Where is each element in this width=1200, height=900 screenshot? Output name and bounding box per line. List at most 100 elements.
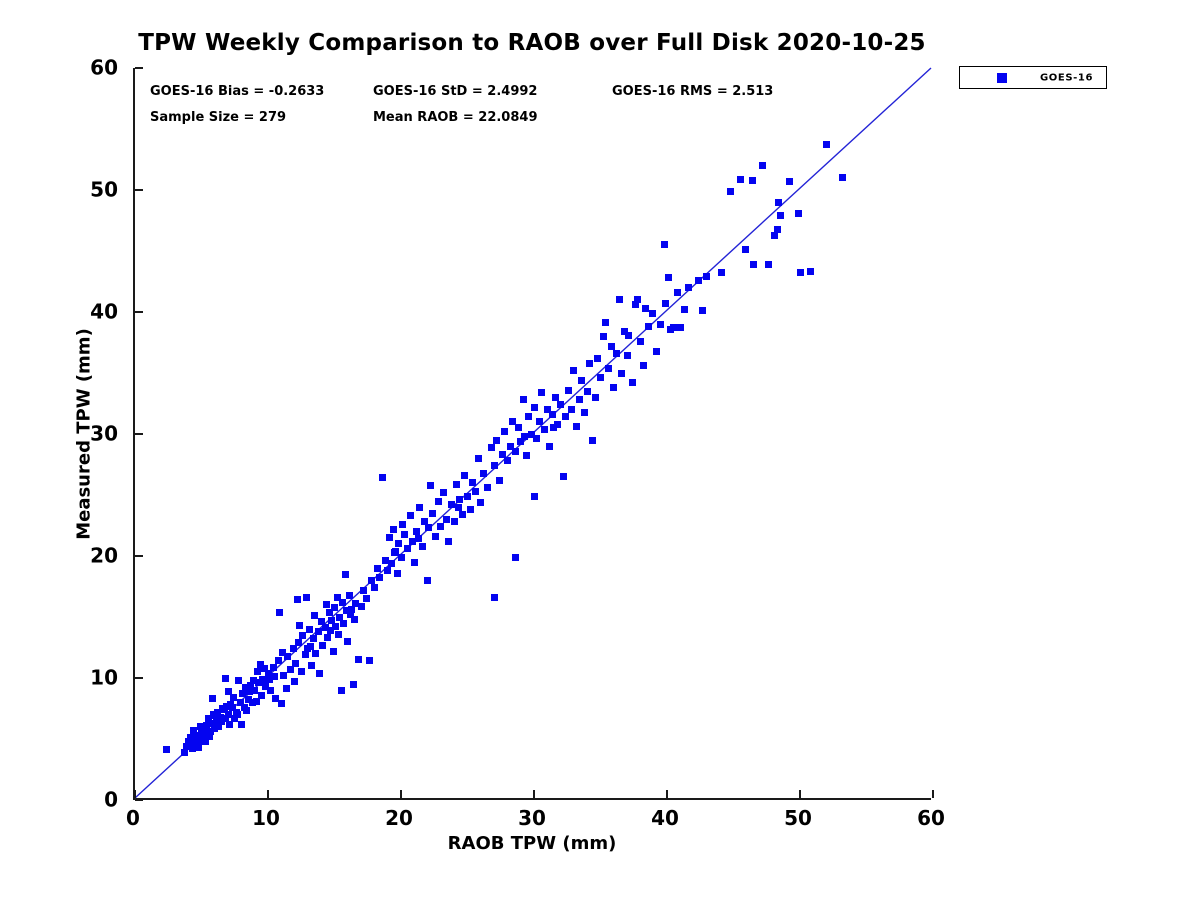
- data-point: [454, 503, 462, 511]
- stat-std: GOES-16 StD = 2.4992: [373, 84, 538, 99]
- data-point: [538, 389, 546, 397]
- data-point: [477, 498, 485, 506]
- data-point: [259, 675, 267, 683]
- data-point: [398, 520, 406, 528]
- data-point: [352, 600, 360, 608]
- data-point: [253, 668, 261, 676]
- data-point: [233, 711, 241, 719]
- data-point: [771, 231, 779, 239]
- data-point: [570, 367, 578, 375]
- data-point: [284, 652, 292, 660]
- x-tick-label: 40: [651, 806, 679, 830]
- data-point: [546, 442, 554, 450]
- data-point: [416, 503, 424, 511]
- data-point: [388, 559, 396, 567]
- data-point: [578, 376, 586, 384]
- data-point: [312, 650, 320, 658]
- data-point: [275, 657, 283, 665]
- data-point: [337, 686, 345, 694]
- data-point: [612, 349, 620, 357]
- y-tick-label: 40: [90, 299, 118, 324]
- data-point: [664, 274, 672, 282]
- data-point: [323, 601, 331, 609]
- data-point: [639, 362, 647, 370]
- legend-label: GOES-16: [1040, 72, 1094, 83]
- data-point: [324, 634, 332, 642]
- data-point: [807, 268, 815, 276]
- data-point: [256, 661, 264, 669]
- data-point: [530, 492, 538, 500]
- y-tick-label: 20: [90, 543, 118, 568]
- data-point: [514, 424, 522, 432]
- data-point: [487, 443, 495, 451]
- data-point: [413, 528, 421, 536]
- data-point: [236, 698, 244, 706]
- data-point: [575, 396, 583, 404]
- y-tick-mark: [135, 311, 143, 313]
- y-tick-mark: [135, 555, 143, 557]
- data-point: [607, 342, 615, 350]
- data-point: [235, 676, 243, 684]
- data-point: [225, 720, 233, 728]
- data-point: [490, 462, 498, 470]
- y-tick-label: 60: [90, 55, 118, 80]
- data-point: [207, 728, 215, 736]
- data-point: [466, 506, 474, 514]
- data-point: [490, 593, 498, 601]
- data-point: [623, 352, 631, 360]
- x-tick-mark: [267, 790, 269, 798]
- data-point: [289, 645, 297, 653]
- data-point: [674, 288, 682, 296]
- data-point: [277, 700, 285, 708]
- data-point: [241, 684, 249, 692]
- data-point: [237, 720, 245, 728]
- data-point: [195, 744, 203, 752]
- data-point: [554, 420, 562, 428]
- data-point: [434, 497, 442, 505]
- data-point: [201, 737, 209, 745]
- data-point: [610, 384, 618, 392]
- data-point: [216, 713, 224, 721]
- data-point: [775, 198, 783, 206]
- x-tick-mark: [666, 790, 668, 798]
- data-point: [550, 424, 558, 432]
- stat-rms: GOES-16 RMS = 2.513: [612, 84, 774, 99]
- data-point: [736, 175, 744, 183]
- data-point: [394, 540, 402, 548]
- y-tick-mark: [135, 677, 143, 679]
- data-point: [748, 176, 756, 184]
- data-point: [565, 386, 573, 394]
- data-point: [301, 651, 309, 659]
- data-point: [620, 328, 628, 336]
- data-point: [308, 662, 316, 670]
- x-tick-mark: [533, 790, 535, 798]
- data-point: [349, 680, 357, 688]
- legend-marker-square-icon: [997, 73, 1007, 83]
- data-point: [342, 607, 350, 615]
- data-point: [350, 615, 358, 623]
- data-point: [296, 622, 304, 630]
- data-point: [217, 718, 225, 726]
- data-point: [315, 628, 323, 636]
- data-point: [549, 410, 557, 418]
- data-point: [240, 703, 248, 711]
- data-point: [184, 737, 192, 745]
- data-point: [357, 602, 365, 610]
- data-point: [221, 674, 229, 682]
- data-point: [293, 596, 301, 604]
- data-point: [469, 479, 477, 487]
- data-point: [785, 177, 793, 185]
- data-point: [631, 301, 639, 309]
- data-point: [519, 396, 527, 404]
- data-point: [211, 724, 219, 732]
- data-point: [255, 679, 263, 687]
- data-point: [229, 694, 237, 702]
- data-point: [267, 686, 275, 694]
- data-point: [228, 703, 236, 711]
- data-point: [479, 469, 487, 477]
- data-point: [432, 532, 440, 540]
- data-point: [247, 681, 255, 689]
- stat-sample-size: Sample Size = 279: [150, 110, 287, 125]
- data-point: [307, 642, 315, 650]
- data-point: [458, 511, 466, 519]
